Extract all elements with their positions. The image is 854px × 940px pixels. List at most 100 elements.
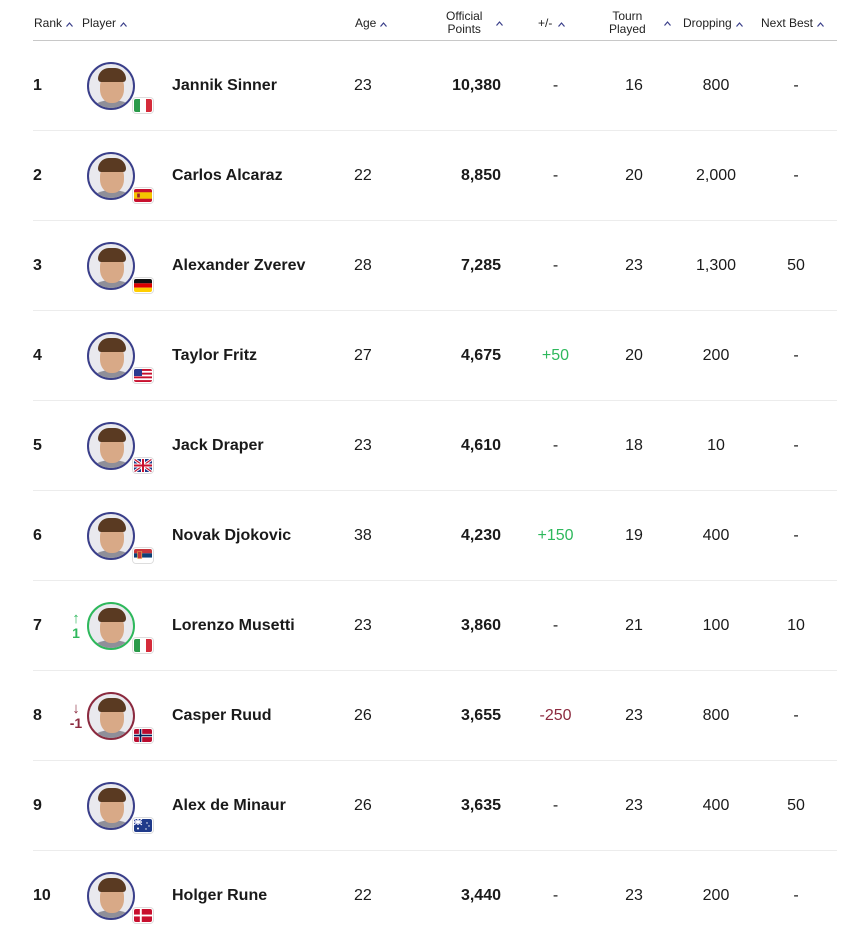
italy-flag-icon (133, 97, 153, 113)
played-value: 18 (625, 436, 643, 454)
points-value: 3,440 (460, 886, 501, 904)
sort-rank[interactable]: Rank (34, 17, 73, 30)
avatar (87, 61, 135, 110)
player-name-link[interactable]: Holger Rune (172, 886, 268, 904)
age-value: 28 (354, 256, 372, 274)
table-row[interactable]: 8 ↓ -1 Casper Ruud 26 3,655 -250 23 800 … (33, 671, 837, 761)
rank-value: 7 (33, 616, 42, 634)
player-name-link[interactable]: Casper Ruud (172, 706, 272, 724)
age-value: 23 (354, 616, 372, 634)
table-row[interactable]: 10 Holger Rune 22 3,440 - 23 200 - (33, 851, 837, 940)
player-photo[interactable] (87, 581, 157, 670)
points-value: 8,850 (460, 166, 501, 184)
age-value: 27 (354, 346, 372, 364)
serbia-flag-icon (133, 547, 153, 563)
dropping-value: 200 (702, 886, 730, 904)
player-photo[interactable] (87, 131, 157, 220)
player-photo[interactable] (87, 401, 157, 490)
sort-dropping[interactable]: Dropping (683, 17, 743, 30)
age-value: 38 (354, 526, 372, 544)
header-next-best-label: Next Best (761, 16, 814, 30)
spain-flag-icon (133, 187, 153, 203)
played-value: 23 (625, 706, 643, 724)
avatar (87, 151, 135, 200)
played-value: 19 (625, 526, 643, 544)
played-value: 23 (625, 256, 643, 274)
next-best-value: - (793, 346, 799, 364)
arrow-down-icon: ↓ (72, 699, 80, 717)
player-name-link[interactable]: Lorenzo Musetti (172, 616, 295, 634)
sort-age[interactable]: Age (355, 17, 388, 30)
player-name-link[interactable]: Alex de Minaur (172, 796, 286, 814)
table-row[interactable]: 2 Carlos Alcaraz 22 8,850 - 20 2,000 - (33, 131, 837, 221)
rank-value: 9 (33, 796, 42, 814)
table-header: Rank Player Age Official Points +/- Tour… (33, 0, 837, 41)
age-value: 26 (354, 706, 372, 724)
player-photo[interactable] (87, 41, 157, 130)
age-value: 22 (354, 166, 372, 184)
player-photo[interactable] (87, 221, 157, 310)
avatar (87, 601, 135, 650)
player-name-link[interactable]: Taylor Fritz (172, 346, 258, 364)
player-name-link[interactable]: Carlos Alcaraz (172, 166, 283, 184)
plusminus-value: +50 (541, 346, 570, 364)
player-photo[interactable] (87, 671, 157, 760)
player-photo[interactable] (87, 761, 157, 850)
avatar (87, 241, 135, 290)
header-played-line2: Played (609, 22, 646, 36)
sort-caret-icon (735, 21, 743, 29)
header-player-label: Player (82, 16, 117, 30)
table-row[interactable]: 7 ↑ 1 Lorenzo Musetti 23 3,860 - 21 100 … (33, 581, 837, 671)
age-value: 23 (354, 76, 372, 94)
player-name-link[interactable]: Jack Draper (172, 436, 264, 454)
age-value: 26 (354, 796, 372, 814)
player-photo[interactable] (87, 311, 157, 400)
played-value: 21 (625, 616, 643, 634)
player-photo[interactable] (87, 491, 157, 580)
points-value: 7,285 (460, 256, 501, 274)
sort-caret-icon (66, 21, 73, 29)
plusminus-value: - (552, 166, 559, 184)
age-value: 22 (354, 886, 372, 904)
points-value: 3,655 (460, 706, 501, 724)
player-photo[interactable] (87, 851, 157, 940)
player-name-link[interactable]: Jannik Sinner (172, 76, 277, 94)
sort-caret-icon (496, 21, 504, 28)
avatar (87, 691, 135, 740)
played-value: 23 (625, 796, 643, 814)
header-rank-label: Rank (34, 16, 63, 30)
next-best-value: - (793, 886, 799, 904)
header-plusminus-label: +/- (538, 16, 553, 30)
table-row[interactable]: 1 Jannik Sinner 23 10,380 - 16 800 - (33, 41, 837, 131)
table-row[interactable]: 6 Novak Djokovic 38 4,230 +150 19 400 - (33, 491, 837, 581)
dropping-value: 800 (702, 76, 730, 94)
sort-points[interactable]: Official Points (446, 10, 504, 36)
dropping-value: 800 (702, 706, 730, 724)
table-row[interactable]: 9 Alex de Minaur 26 3,635 - 23 400 50 (33, 761, 837, 851)
next-best-value: - (793, 436, 799, 454)
played-value: 16 (625, 76, 643, 94)
player-name-link[interactable]: Alexander Zverev (172, 256, 306, 274)
dropping-value: 400 (702, 526, 730, 544)
sort-next-best[interactable]: Next Best (761, 17, 824, 30)
points-value: 4,675 (460, 346, 501, 364)
player-name-link[interactable]: Novak Djokovic (172, 526, 292, 544)
table-row[interactable]: 5 Jack Draper 23 4,610 - 18 10 - (33, 401, 837, 491)
sort-player[interactable]: Player (82, 17, 127, 30)
points-value: 4,610 (460, 436, 501, 454)
next-best-value: 10 (787, 616, 805, 634)
rank-value: 4 (33, 346, 42, 364)
avatar (87, 331, 135, 380)
sort-plusminus[interactable]: +/- (538, 16, 566, 30)
germany-flag-icon (133, 277, 153, 293)
arrow-up-icon: ↑ (72, 609, 80, 627)
rank-value: 10 (33, 886, 51, 904)
dropping-value: 2,000 (695, 166, 737, 184)
table-row[interactable]: 3 Alexander Zverev 28 7,285 - 23 1,300 5… (33, 221, 837, 311)
sort-caret-icon (558, 21, 566, 29)
movement-value: 1 (72, 624, 80, 641)
next-best-value: - (793, 706, 799, 724)
sort-caret-icon (380, 21, 388, 29)
table-row[interactable]: 4 Taylor Fritz 27 4,675 +50 20 200 - (33, 311, 837, 401)
sort-played[interactable]: Tourn Played (609, 10, 671, 36)
